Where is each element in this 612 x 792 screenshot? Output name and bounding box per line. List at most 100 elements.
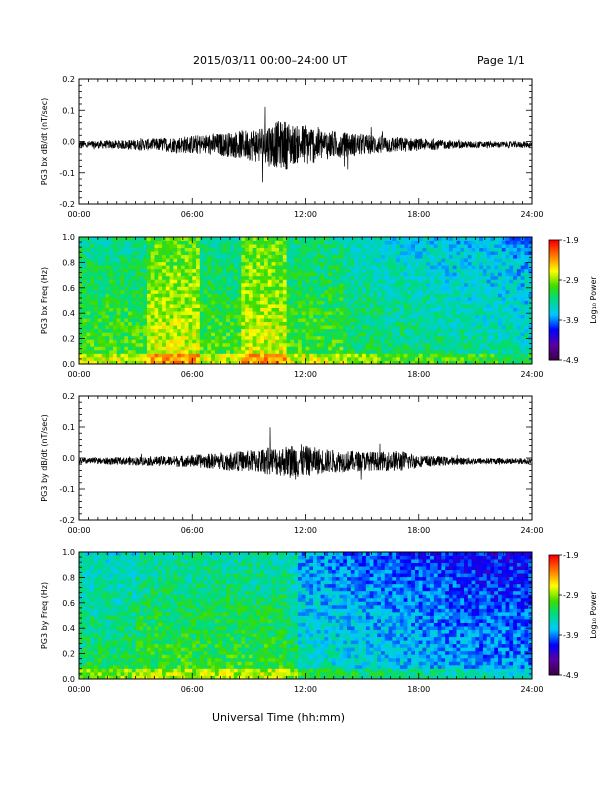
colorbar-segment (549, 334, 559, 337)
spectrogram-cell (128, 237, 133, 241)
spectrogram-cell (188, 289, 193, 294)
spectrogram-cell (180, 321, 186, 326)
spectrogram-cell (180, 254, 186, 259)
spectrogram-cell (192, 321, 197, 326)
spectrogram-cell (154, 261, 159, 266)
spectrogram-cell (441, 244, 446, 248)
spectrogram-cell (448, 268, 454, 273)
spectrogram-cell (392, 318, 397, 323)
spectrogram-cell (509, 307, 514, 312)
spectrogram-cell (90, 328, 95, 333)
spectrogram-cell (260, 360, 265, 365)
spectrogram-cell (377, 247, 382, 252)
spectrogram-cell (403, 272, 408, 277)
spectrogram-cell (169, 300, 174, 305)
spectrogram-cell (414, 237, 420, 241)
spectrogram-cell (516, 318, 522, 323)
spectrogram-cell (422, 311, 427, 316)
spectrogram-cell (316, 300, 321, 305)
spectrogram-cell (411, 286, 416, 291)
spectrogram-cell (282, 254, 288, 259)
spectrogram-cell (82, 349, 87, 354)
spectrogram-cell (109, 325, 114, 330)
spectrogram-cell (407, 311, 412, 316)
spectrogram-cell (158, 254, 163, 259)
spectrogram-cell (79, 279, 84, 284)
spectrogram-cell (150, 335, 155, 340)
spectrogram-cell (513, 353, 518, 358)
spectrogram-cell (486, 353, 491, 358)
spectrogram-cell (252, 332, 257, 337)
spectrogram-cell (490, 244, 495, 248)
spectrogram-cell (120, 314, 125, 319)
spectrogram-cell (494, 307, 499, 312)
spectrogram-cell (101, 247, 106, 252)
spectrogram-cell (362, 258, 367, 263)
spectrogram-cell (260, 307, 265, 312)
spectrogram-cell (403, 265, 408, 270)
spectrogram-cell (245, 240, 250, 245)
spectrogram-cell (516, 307, 522, 312)
spectrogram-cell (79, 296, 84, 301)
spectrogram-cell (275, 314, 280, 319)
spectrogram-cell (143, 335, 148, 340)
spectrogram-cell (97, 314, 103, 319)
x-tick-label: 18:00 (407, 526, 430, 535)
spectrogram-cell (256, 311, 261, 316)
spectrogram-cell (154, 321, 159, 326)
spectrogram-cell (343, 275, 348, 280)
spectrogram-cell (316, 339, 321, 344)
spectrogram-cell (162, 314, 167, 319)
spectrogram-cell (86, 318, 91, 323)
spectrogram-cell (252, 307, 257, 312)
spectrogram-cell (354, 289, 359, 294)
spectrogram-cell (498, 307, 503, 312)
spectrogram-cell (316, 247, 321, 252)
spectrogram-cell (411, 279, 416, 284)
spectrogram-cell (384, 286, 389, 291)
spectrogram-cell (131, 282, 137, 287)
spectrogram-cell (399, 332, 405, 337)
colorbar-segment (549, 266, 559, 269)
spectrogram-cell (150, 304, 155, 308)
spectrogram-cell (154, 247, 159, 252)
spectrogram-cell (162, 265, 167, 270)
spectrogram-cell (112, 311, 118, 316)
spectrogram-cell (433, 307, 439, 312)
spectrogram-cell (377, 237, 382, 241)
spectrogram-cell (97, 279, 103, 284)
spectrogram-cell (203, 247, 208, 252)
spectrogram-cell (131, 339, 137, 344)
spectrogram-cell (169, 332, 174, 337)
spectrogram-cell (241, 328, 246, 333)
spectrogram-cell (448, 261, 454, 266)
spectrogram-cell (97, 318, 103, 323)
spectrogram-cell (498, 346, 503, 351)
spectrogram-cell (475, 332, 480, 337)
spectrogram-cell (464, 328, 469, 333)
spectrogram-cell (505, 346, 510, 351)
spectrogram-cell (158, 275, 163, 280)
spectrogram-cell (139, 346, 144, 351)
spectrogram-cell (286, 237, 291, 241)
spectrogram-cell (464, 349, 469, 354)
spectrogram-cell (494, 247, 499, 252)
spectrogram-cell (90, 647, 95, 652)
spectrogram-cell (524, 240, 529, 245)
spectrogram-cell (203, 304, 208, 308)
spectrogram-cell (456, 328, 461, 333)
spectrogram-cell (430, 353, 435, 358)
spectrogram-cell (199, 282, 204, 287)
spectrogram-cell (460, 307, 465, 312)
spectrogram-cell (184, 268, 189, 273)
spectrogram-cell (222, 289, 227, 294)
spectrogram-cell (82, 279, 87, 284)
spectrogram-cell (203, 346, 208, 351)
spectrogram-cell (192, 247, 197, 252)
spectrogram-cell (203, 254, 208, 259)
spectrogram-cell (116, 254, 121, 259)
spectrogram-cell (196, 349, 201, 354)
spectrogram-cell (498, 289, 503, 294)
spectrogram-cell (320, 275, 325, 280)
spectrogram-cell (350, 293, 355, 298)
